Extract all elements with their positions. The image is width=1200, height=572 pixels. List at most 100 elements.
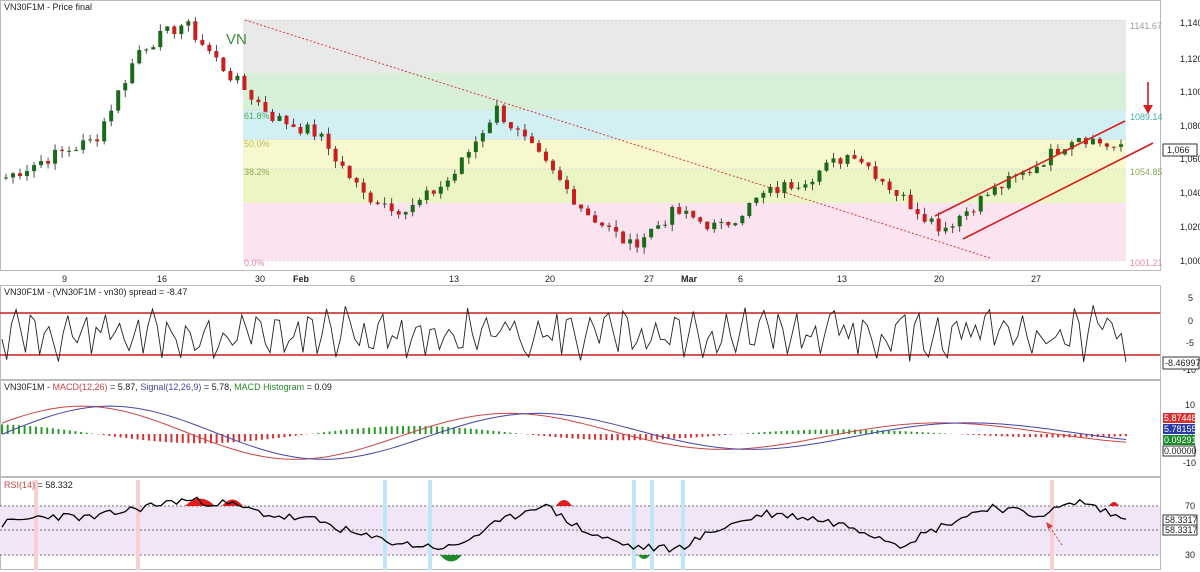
candle-body bbox=[719, 221, 724, 223]
rsi-y-tick: 70 bbox=[1185, 501, 1195, 511]
candle-body bbox=[67, 150, 72, 152]
candle-body bbox=[53, 149, 58, 164]
price-y-tick: 1,140 bbox=[1180, 18, 1200, 28]
fib-zone-cyan bbox=[243, 110, 1126, 140]
candle-body bbox=[950, 226, 955, 228]
candle-body bbox=[712, 222, 717, 230]
candle-body bbox=[543, 151, 548, 161]
rsi-line bbox=[1, 496, 1127, 553]
candle-body bbox=[382, 203, 387, 205]
candle-body bbox=[663, 224, 668, 226]
candle-body bbox=[1020, 171, 1025, 175]
candle-body bbox=[452, 173, 457, 181]
candle-body bbox=[579, 204, 584, 209]
candle-body bbox=[508, 122, 513, 129]
candle-body bbox=[515, 128, 520, 130]
candle-body bbox=[536, 143, 541, 152]
candle-body bbox=[747, 203, 752, 216]
candle-body bbox=[186, 21, 191, 26]
candle-body bbox=[326, 133, 331, 149]
candle-body bbox=[1104, 143, 1109, 147]
fib-label-618: 61.8% bbox=[244, 111, 270, 121]
x-label: 20 bbox=[934, 274, 944, 284]
candle-body bbox=[473, 141, 478, 153]
candle-body bbox=[368, 192, 373, 203]
candle-body bbox=[852, 155, 857, 159]
candle-body bbox=[403, 212, 408, 215]
candle-body bbox=[733, 223, 738, 226]
fib-zone-yellow bbox=[243, 139, 1126, 169]
rsi-marker bbox=[383, 480, 387, 570]
rsi-value: 58.3317 bbox=[1165, 515, 1198, 525]
candle-body bbox=[417, 200, 422, 205]
candle-body bbox=[550, 160, 555, 171]
candle-body bbox=[1034, 166, 1039, 174]
spread-panel bbox=[0, 285, 1161, 380]
candle-body bbox=[172, 26, 177, 35]
fib-label-1001: 1001.21 bbox=[1130, 258, 1163, 268]
candle-body bbox=[649, 228, 654, 238]
rsi-arrow-icon bbox=[1046, 522, 1063, 546]
candle-body bbox=[25, 171, 30, 177]
spread-last-value: -8.46997 bbox=[1165, 358, 1200, 368]
spread-y-tick: -10 bbox=[1183, 365, 1196, 375]
candle-body bbox=[389, 203, 394, 212]
candle-body bbox=[438, 186, 443, 194]
candle-body bbox=[333, 148, 338, 162]
candle-body bbox=[607, 225, 612, 227]
spread-y-tick: -5 bbox=[1186, 338, 1194, 348]
candle-body bbox=[137, 50, 142, 64]
spread-y-tick: 5 bbox=[1188, 293, 1193, 303]
price-y-tick: 1,080 bbox=[1180, 121, 1200, 131]
candle-body bbox=[656, 225, 661, 229]
candle-body bbox=[873, 166, 878, 179]
candle-body bbox=[866, 162, 871, 167]
candle-body bbox=[263, 102, 268, 112]
x-label: 13 bbox=[449, 274, 459, 284]
candle-body bbox=[810, 181, 815, 185]
rsi-title-value: = 58.332 bbox=[35, 480, 73, 490]
candle-body bbox=[761, 192, 766, 198]
spread-last-badge: -8.46997 bbox=[1162, 356, 1200, 370]
signal-value: 5.78155 bbox=[1164, 424, 1197, 434]
candle-body bbox=[1069, 142, 1074, 150]
candle-body bbox=[936, 218, 941, 232]
candle-body bbox=[228, 70, 233, 81]
x-label: 27 bbox=[644, 274, 654, 284]
candle-body bbox=[1048, 148, 1053, 166]
candle-body bbox=[347, 165, 352, 179]
macd-title-macd-val: = 5.87, bbox=[108, 382, 141, 392]
candle-body bbox=[1006, 176, 1011, 189]
candle-body bbox=[305, 124, 310, 134]
candle-body bbox=[565, 179, 569, 190]
candle-body bbox=[130, 63, 135, 84]
price-watermark: VN bbox=[226, 31, 247, 48]
candle-body bbox=[158, 30, 163, 48]
candle-body bbox=[698, 217, 703, 222]
candle-body bbox=[165, 26, 170, 31]
macd-title-prefix: VN30F1M - bbox=[4, 382, 53, 392]
candle-body bbox=[410, 204, 415, 213]
candle-body bbox=[642, 237, 647, 248]
candle-body bbox=[123, 83, 128, 91]
rsi-overbought-fill bbox=[556, 500, 572, 506]
candle-body bbox=[880, 178, 885, 182]
price-panel-title: VN30F1M - Price final bbox=[4, 2, 92, 12]
rsi-vertical-markers bbox=[34, 480, 1054, 570]
candle-body bbox=[88, 139, 93, 141]
candle-body bbox=[887, 181, 892, 191]
rsi-marker bbox=[34, 480, 38, 570]
rsi-panel-title: RSI(14) = 58.332 bbox=[4, 480, 73, 490]
rsi-oversold-fill bbox=[440, 555, 462, 562]
rsi-value-badges: 58.3317 58.3317 bbox=[1162, 514, 1198, 536]
candle-body bbox=[354, 178, 359, 183]
macd-value: 5.87448 bbox=[1164, 413, 1197, 423]
candle-body bbox=[291, 124, 296, 127]
candle-body bbox=[32, 165, 37, 172]
candle-body bbox=[845, 155, 850, 164]
x-axis: 9 16 30 Feb 6 13 20 27 Mar 6 13 20 27 bbox=[62, 274, 1041, 284]
candle-body bbox=[284, 115, 289, 125]
candle-body bbox=[256, 99, 261, 103]
price-y-tick: 1,000 bbox=[1180, 256, 1200, 266]
x-label: 9 bbox=[62, 274, 67, 284]
